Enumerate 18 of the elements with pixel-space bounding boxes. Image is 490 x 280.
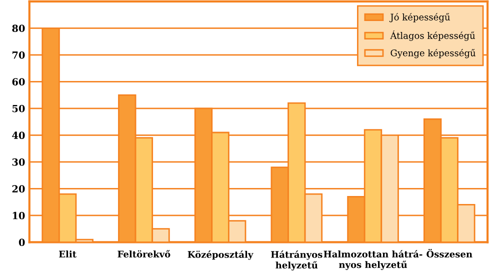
y-tick-label: 30 [12,158,25,166]
y-tick-label: 80 [12,24,25,32]
y-tick-label: 50 [12,104,25,112]
x-tick-label: Elit [59,250,76,258]
legend-label: Gyenge képességű [390,48,476,58]
y-tick-label: 10 [12,212,25,220]
legend-label: Jó képességű [389,13,450,22]
y-tick-label: 70 [12,51,25,59]
x-tick-label: Feltörekvő [118,250,170,258]
y-tick-label: 0 [18,238,25,246]
x-tick-label: Halmozottan hátrá- nyos helyzetű [324,250,422,270]
x-tick-label: Középosztály [188,250,254,260]
y-tick-label: 40 [12,132,25,140]
y-tick-label: 20 [12,185,25,193]
x-tick-label: Összesen [426,248,472,258]
legend-label: Átlagos képességű [390,30,475,41]
y-tick-label: 60 [12,78,25,86]
x-tick-label: Hátrányos helyzetű [271,250,322,270]
